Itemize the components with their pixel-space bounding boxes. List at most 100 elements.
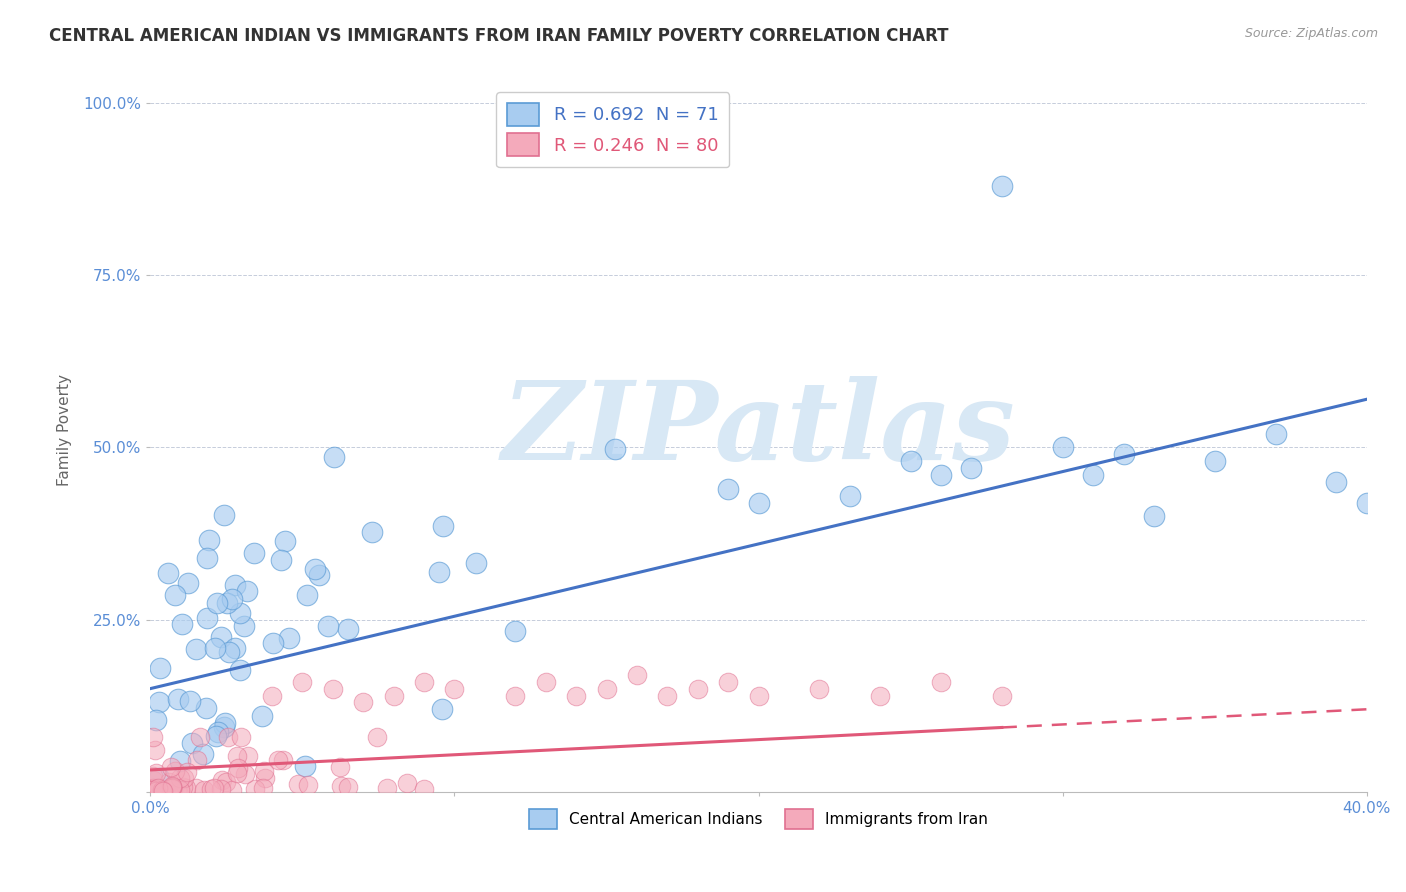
Point	[205, 596, 228, 610]
Point	[229, 663, 252, 677]
Point	[218, 645, 240, 659]
Point	[163, 588, 186, 602]
Point	[929, 468, 952, 483]
Point	[330, 780, 353, 794]
Point	[148, 771, 170, 785]
Point	[375, 781, 398, 796]
Point	[297, 778, 319, 792]
Point	[294, 759, 316, 773]
Text: ZIPatlas: ZIPatlas	[502, 376, 1015, 484]
Point	[1112, 447, 1135, 461]
Point	[1264, 426, 1286, 441]
Point	[145, 783, 167, 797]
Point	[166, 783, 188, 797]
Point	[193, 783, 215, 797]
Point	[250, 709, 273, 723]
Point	[224, 640, 246, 655]
Point	[226, 766, 249, 780]
Point	[176, 764, 198, 779]
Point	[200, 781, 222, 796]
Point	[717, 482, 740, 496]
Point	[236, 583, 259, 598]
Text: CENTRAL AMERICAN INDIAN VS IMMIGRANTS FROM IRAN FAMILY POVERTY CORRELATION CHART: CENTRAL AMERICAN INDIAN VS IMMIGRANTS FR…	[49, 27, 949, 45]
Point	[838, 489, 860, 503]
Point	[228, 761, 250, 775]
Point	[156, 566, 179, 581]
Point	[233, 767, 256, 781]
Point	[145, 781, 167, 796]
Point	[252, 780, 274, 795]
Point	[142, 780, 165, 795]
Point	[221, 591, 243, 606]
Point	[271, 753, 294, 767]
Point	[233, 618, 256, 632]
Point	[253, 764, 276, 778]
Point	[262, 636, 284, 650]
Point	[160, 780, 183, 794]
Point	[413, 674, 436, 689]
Point	[143, 743, 166, 757]
Point	[214, 715, 236, 730]
Text: Source: ZipAtlas.com: Source: ZipAtlas.com	[1244, 27, 1378, 40]
Point	[1204, 454, 1226, 468]
Point	[503, 624, 526, 639]
Point	[352, 695, 374, 709]
Point	[412, 782, 434, 797]
Point	[209, 782, 232, 797]
Point	[172, 617, 194, 632]
Point	[169, 782, 191, 797]
Point	[657, 689, 679, 703]
Point	[595, 681, 617, 696]
Point	[160, 780, 183, 795]
Point	[193, 747, 215, 762]
Point	[188, 730, 211, 744]
Point	[217, 730, 239, 744]
Point	[194, 701, 217, 715]
Point	[167, 691, 190, 706]
Point	[717, 674, 740, 689]
Point	[177, 575, 200, 590]
Point	[163, 764, 186, 779]
Point	[1081, 468, 1104, 483]
Point	[174, 780, 197, 795]
Point	[432, 519, 454, 533]
Point	[869, 689, 891, 703]
Point	[900, 454, 922, 468]
Point	[808, 681, 831, 696]
Point	[202, 780, 225, 795]
Point	[150, 782, 173, 797]
Point	[323, 450, 346, 464]
Point	[443, 681, 465, 696]
Point	[229, 606, 252, 620]
Point	[169, 772, 191, 786]
Point	[277, 631, 299, 645]
Point	[287, 777, 309, 791]
Point	[180, 736, 202, 750]
Point	[215, 596, 238, 610]
Point	[149, 661, 172, 675]
Point	[360, 524, 382, 539]
Point	[322, 681, 344, 696]
Point	[215, 775, 238, 789]
Point	[603, 442, 626, 457]
Point	[152, 784, 174, 798]
Point	[304, 562, 326, 576]
Point	[160, 760, 183, 774]
Point	[318, 618, 340, 632]
Point	[145, 714, 167, 728]
Point	[186, 753, 208, 767]
Point	[260, 689, 283, 703]
Point	[291, 674, 314, 689]
Point	[329, 760, 352, 774]
Point	[295, 588, 318, 602]
Point	[1143, 509, 1166, 524]
Point	[162, 780, 184, 795]
Point	[173, 771, 195, 785]
Point	[565, 689, 588, 703]
Point	[162, 782, 184, 797]
Point	[197, 533, 219, 548]
Point	[274, 533, 297, 548]
Point	[748, 689, 770, 703]
Point	[991, 689, 1014, 703]
Point	[195, 611, 218, 625]
